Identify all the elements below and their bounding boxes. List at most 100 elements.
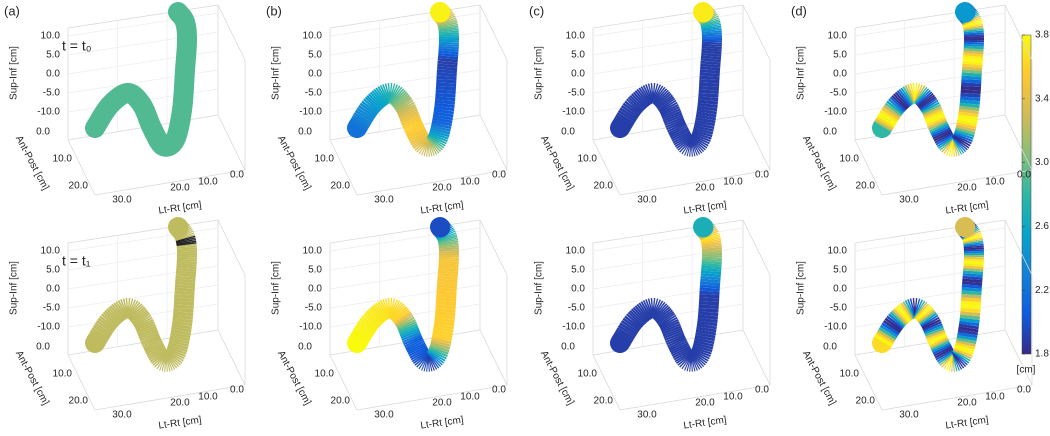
tube-segment	[929, 320, 930, 322]
tube-segment	[150, 339, 151, 341]
tube-segment	[962, 353, 963, 355]
tube-segment	[111, 317, 112, 318]
tube-segment	[361, 119, 362, 121]
tube-segment	[680, 348, 681, 350]
tube-segment	[680, 133, 681, 135]
x-tick-label: 10.0	[460, 177, 480, 188]
z-tick-label: -10.0	[299, 322, 322, 333]
x-tick-label: 0.0	[1017, 385, 1031, 396]
tube-segment	[959, 358, 960, 359]
tube-segment	[705, 337, 706, 340]
tube-segment	[114, 314, 116, 315]
tube-segment	[371, 320, 372, 322]
tube-segment	[437, 138, 438, 140]
tube-segment	[700, 138, 701, 140]
tube-segment	[945, 355, 946, 357]
tube-segment	[696, 359, 697, 360]
tube-segment	[964, 349, 965, 351]
x-tick-label: 20.0	[957, 398, 977, 409]
colorbar-unit: [cm]	[1017, 365, 1036, 376]
tube-segment	[143, 322, 144, 324]
tube-segment	[918, 308, 919, 309]
tube-segment	[927, 317, 928, 318]
tube-segment	[121, 310, 123, 311]
colorbar-tick-label: 2.2	[1035, 285, 1049, 296]
grid-line	[68, 70, 218, 93]
tube-segment	[920, 95, 921, 96]
tube-segment	[956, 360, 957, 361]
tube-segment	[442, 122, 443, 125]
tube-segment	[634, 105, 635, 107]
tube-segment	[396, 96, 397, 97]
tube-segment	[439, 134, 440, 136]
tube-segment	[375, 316, 377, 317]
z-axis-label: Sup-Inf [cm]	[271, 261, 282, 315]
tube-segment	[176, 352, 177, 354]
tube-segment	[926, 316, 927, 317]
x-axis-label: Lt-Rt [cm]	[683, 415, 728, 431]
panel: 10.05.00.0-5.0-10.00.010.020.030.020.010…	[271, 220, 507, 431]
tube-segment	[686, 359, 687, 360]
tube-segment	[681, 137, 682, 139]
tube-segment	[683, 140, 684, 142]
x-tick-label: 20.0	[170, 183, 190, 194]
tube-segment	[960, 356, 961, 357]
tube-segment	[683, 355, 684, 357]
tube-segment	[900, 101, 902, 102]
tube-segment	[421, 142, 422, 143]
tube-segment	[667, 105, 668, 107]
tube-segment	[884, 339, 885, 341]
tube-segment	[897, 319, 898, 320]
z-tick-label: 10.0	[828, 246, 848, 257]
axis-box	[480, 115, 507, 170]
tube-segment	[967, 119, 968, 122]
tube-segment	[631, 108, 632, 110]
tube-segment	[697, 358, 698, 359]
tube-segment	[699, 355, 700, 356]
tube-segment	[178, 342, 179, 345]
y-axis-label: Ant-Post [cm]	[538, 134, 576, 192]
tube-segment	[358, 125, 359, 126]
tube-segment	[411, 335, 412, 337]
y-tick-label: 0.0	[561, 342, 575, 353]
y-tick-label: 0.0	[36, 127, 50, 138]
tube-segment	[144, 323, 145, 325]
tube-segment	[894, 322, 895, 324]
panel-label: (b)	[266, 3, 282, 18]
x-tick-label: 30.0	[637, 195, 657, 206]
tube-segment	[172, 358, 173, 359]
tube-segment	[681, 135, 682, 137]
tube-segment	[636, 102, 637, 103]
tube-segment	[937, 122, 938, 124]
tube-segment	[695, 145, 696, 146]
tube-segment	[623, 337, 624, 339]
panel: 10.05.00.0-5.0-10.00.010.020.030.020.010…	[791, 3, 1032, 216]
y-tick-label: 10.0	[840, 154, 860, 165]
tube-segment	[665, 102, 666, 103]
tube-segment	[621, 340, 622, 341]
tube-segment	[649, 308, 650, 309]
tube-segment	[642, 312, 644, 313]
panel: 10.05.00.0-5.0-10.00.010.020.030.020.010…	[266, 3, 507, 216]
tube-segment	[705, 334, 706, 337]
tube-segment	[146, 329, 147, 331]
y-axis-label: Ant-Post [cm]	[13, 349, 51, 407]
tube-segment	[359, 124, 360, 126]
axis-box	[743, 330, 770, 385]
tube-segment	[626, 330, 627, 332]
tube-segment	[888, 115, 889, 117]
tube-segment	[408, 329, 409, 331]
tube-segment	[929, 105, 930, 107]
tube-segment	[646, 310, 648, 311]
tube-segment	[942, 133, 943, 135]
tube-segment	[156, 352, 157, 354]
tube-segment	[893, 323, 894, 325]
tube-segment	[670, 325, 671, 327]
tube-segment	[677, 343, 678, 345]
tube-segment	[936, 335, 937, 337]
x-tick-label: 0.0	[755, 385, 769, 396]
tube-segment	[928, 104, 929, 105]
z-tick-label: -10.0	[562, 107, 585, 118]
tube-segment	[935, 118, 936, 120]
tube-segment	[131, 308, 132, 309]
